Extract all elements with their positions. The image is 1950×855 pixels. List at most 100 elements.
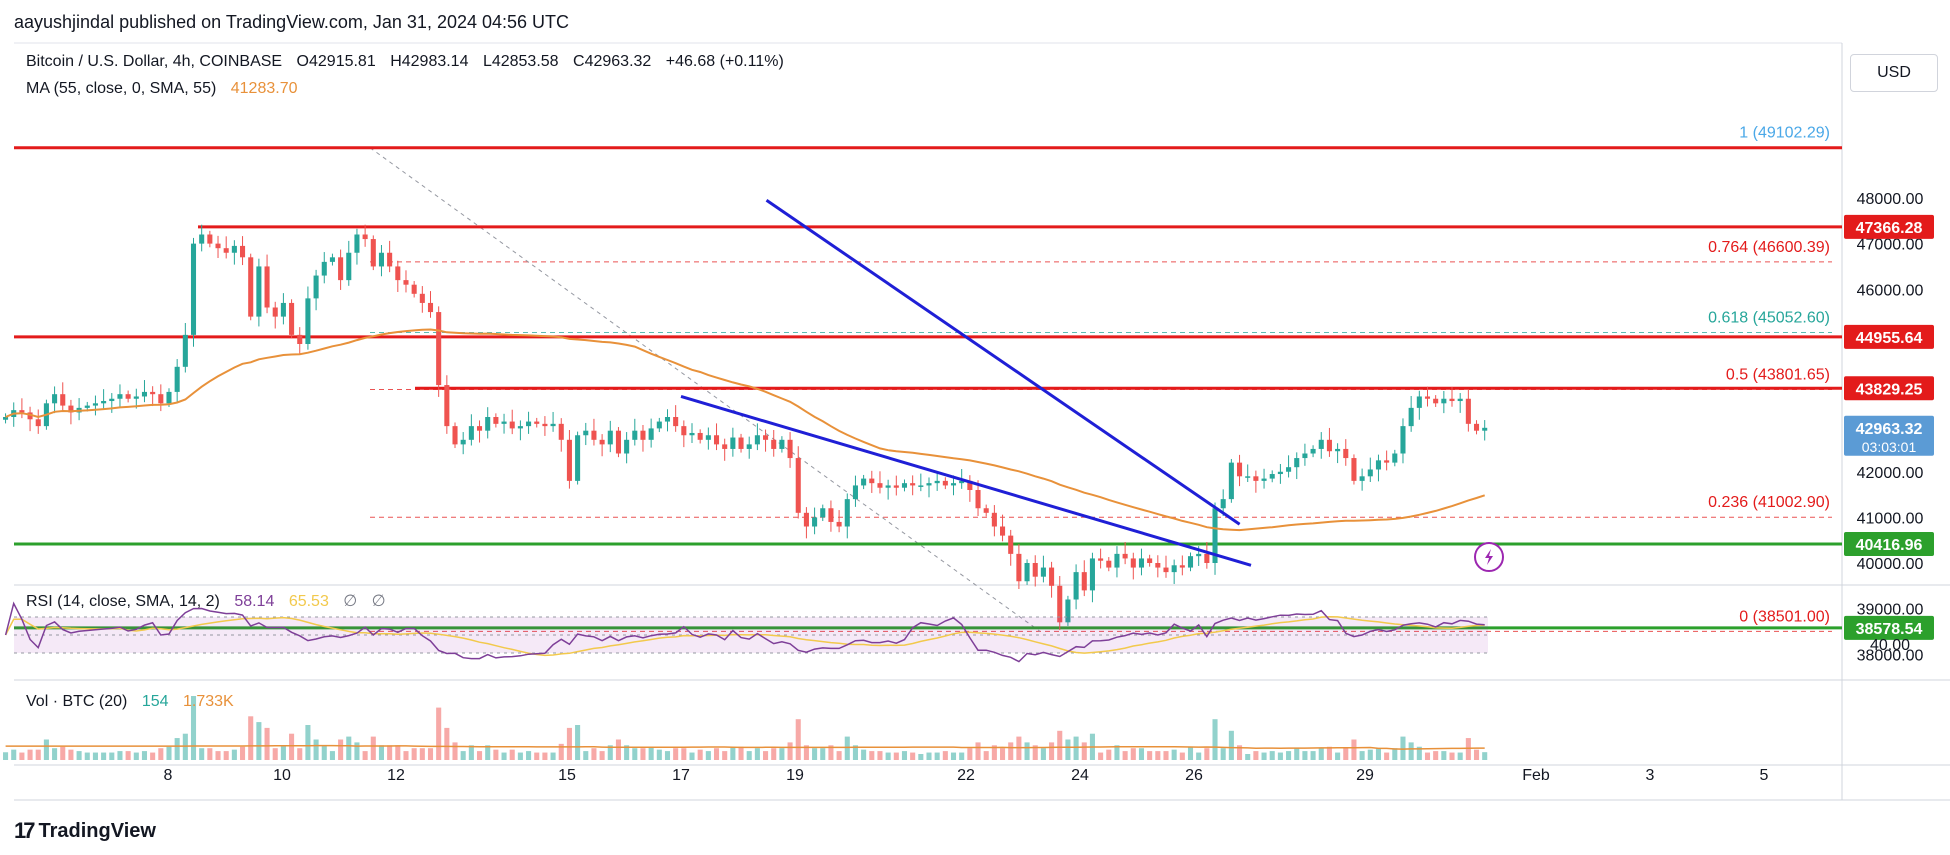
trend-line xyxy=(765,199,1241,526)
rsi-extra1: ∅ xyxy=(343,593,358,610)
volume-bar xyxy=(1465,738,1471,760)
volume-bar xyxy=(92,752,98,760)
volume-bar xyxy=(975,742,981,760)
rsi-line xyxy=(4,601,1485,663)
candle-body xyxy=(1408,407,1414,427)
candle-body xyxy=(656,421,662,429)
volume-bar xyxy=(444,727,450,760)
price-axis-badge-label: 43829.25 xyxy=(1856,381,1923,398)
volume-bar xyxy=(1253,751,1259,760)
volume-bar xyxy=(1367,749,1373,760)
volume-bar xyxy=(27,749,33,760)
candle-body xyxy=(395,266,401,281)
volume-bar xyxy=(109,752,115,760)
change-value: +46.68 (+0.11%) xyxy=(665,53,784,70)
volume-bar xyxy=(918,754,924,760)
trend-line xyxy=(680,395,1252,567)
volume-bar xyxy=(378,745,384,760)
tradingview-logo-text: TradingView xyxy=(38,819,156,842)
volume-bar xyxy=(1114,745,1120,760)
volume-bar xyxy=(591,748,597,760)
price-tick-label: 48000.00 xyxy=(1857,191,1924,208)
volume-bar xyxy=(803,745,809,760)
time-tick-label: 5 xyxy=(1760,767,1769,784)
volume-bar xyxy=(207,748,213,760)
volume-bar xyxy=(1473,749,1480,760)
rsi-tick-label: 40.00 xyxy=(1870,637,1910,654)
volume-bar xyxy=(76,751,82,760)
candle-body xyxy=(746,444,752,449)
ma-legend[interactable]: MA (55, close, 0, SMA, 55) 41283.70 xyxy=(26,80,307,98)
volume-legend[interactable]: Vol · BTC (20) 154 1.733K xyxy=(26,693,244,711)
volume-bar xyxy=(1106,749,1112,760)
volume-bar xyxy=(395,745,401,760)
candle-body xyxy=(1106,560,1112,568)
volume-bar xyxy=(583,751,589,760)
candle-body xyxy=(820,508,826,518)
volume-bar xyxy=(771,748,777,760)
time-tick-label: 12 xyxy=(387,767,405,784)
volume-bar xyxy=(485,745,491,760)
volume-bar xyxy=(117,751,123,760)
volume-bar xyxy=(289,733,295,760)
volume-bar xyxy=(959,752,965,760)
volume-bar xyxy=(370,736,376,760)
candle-body xyxy=(1171,565,1177,573)
candle-body xyxy=(1032,563,1038,577)
candle-body xyxy=(1375,460,1381,470)
volume-bar xyxy=(713,748,720,760)
candle-body xyxy=(362,234,368,240)
volume-bar xyxy=(828,745,834,760)
volume-bar xyxy=(689,752,695,760)
volume-bar xyxy=(1245,754,1251,760)
volume-bar xyxy=(1416,746,1422,760)
candle-body xyxy=(910,483,916,486)
candle-body xyxy=(1155,563,1161,568)
candle-body xyxy=(1081,572,1087,591)
volume-bar xyxy=(526,751,532,760)
candle-body xyxy=(942,480,948,486)
price-tick-label: 40000.00 xyxy=(1857,556,1924,573)
rsi-legend[interactable]: RSI (14, close, SMA, 14, 2) 58.14 65.53 … xyxy=(26,591,396,611)
volume-bar xyxy=(926,752,932,760)
volume-bar xyxy=(517,752,523,760)
candle-body xyxy=(444,385,450,427)
currency-button[interactable]: USD xyxy=(1850,54,1938,92)
volume-bar xyxy=(427,748,434,760)
volume-bar xyxy=(901,751,908,760)
price-axis-badge xyxy=(1844,214,1934,239)
candle-body xyxy=(1179,565,1185,568)
volume-bar xyxy=(1433,751,1439,760)
candle-body xyxy=(1163,567,1169,573)
candle-body xyxy=(697,432,703,440)
candle-body xyxy=(1187,556,1194,568)
candle-body xyxy=(673,417,679,427)
volume-bar xyxy=(1171,749,1177,760)
low-value: L42853.58 xyxy=(482,53,559,70)
symbol-title[interactable]: Bitcoin / U.S. Dollar, 4h, COINBASE xyxy=(26,53,283,70)
candle-body xyxy=(722,444,728,449)
candle-body xyxy=(19,410,25,413)
candle-body xyxy=(1286,467,1292,472)
volume-bar xyxy=(1057,730,1063,760)
volume-bar xyxy=(329,751,335,760)
volume-bar xyxy=(1073,736,1079,760)
volume-bar xyxy=(158,748,164,760)
candle-body xyxy=(1204,553,1210,563)
volume-bar xyxy=(3,752,9,760)
volume-bar xyxy=(844,736,850,760)
candle-body xyxy=(272,307,278,317)
volume-bar xyxy=(1220,748,1226,760)
candle-body xyxy=(901,483,908,488)
volume-bar xyxy=(84,752,90,760)
candle-body xyxy=(566,439,572,481)
close-value: C42963.32 xyxy=(573,53,652,70)
tradingview-logo[interactable]: 17 TradingView xyxy=(14,818,156,844)
candle-body xyxy=(436,312,442,386)
candle-body xyxy=(550,423,556,427)
candle-body xyxy=(378,252,384,267)
candle-body xyxy=(1220,499,1226,509)
candle-body xyxy=(779,439,785,449)
volume-bar xyxy=(664,751,671,760)
